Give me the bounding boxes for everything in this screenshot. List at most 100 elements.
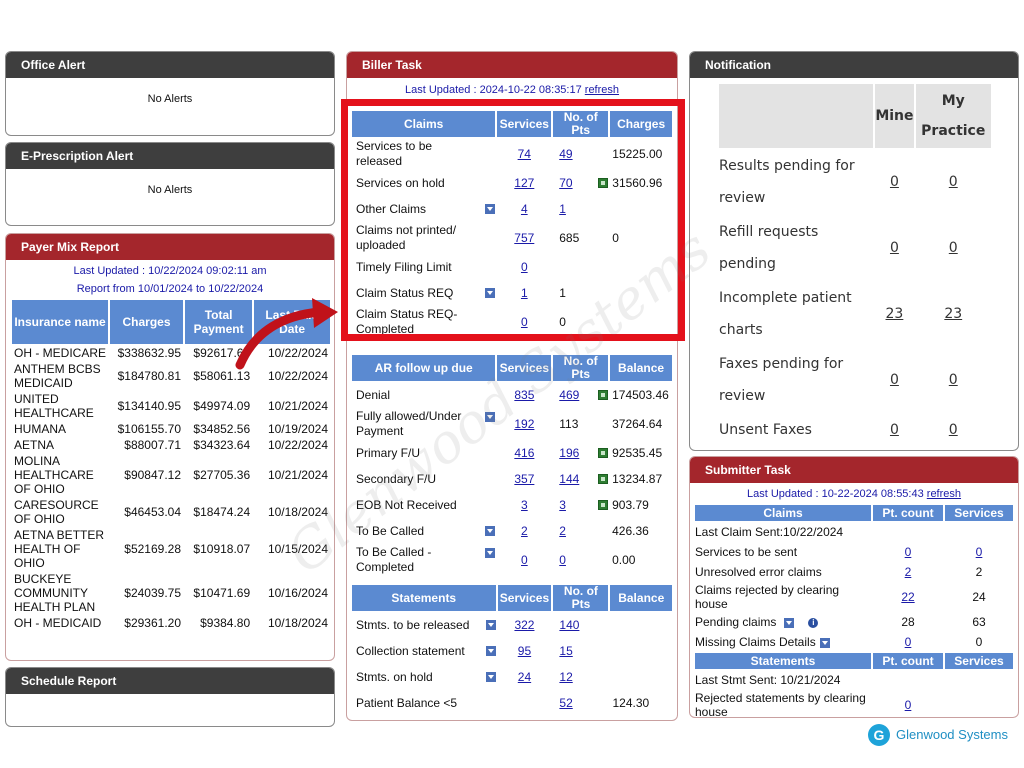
submitter-services-cell: 2: [945, 563, 1013, 581]
claims-services-link[interactable]: 757: [514, 231, 535, 245]
payer-mix-range: Report from 10/01/2024 to 10/22/2024: [76, 283, 264, 295]
dropdown-arrow-icon[interactable]: [485, 620, 496, 631]
ar-label-cell: EOB Not Received: [352, 493, 495, 517]
excel-export-icon[interactable]: [598, 474, 609, 484]
claims-row: Claims not printed/ uploaded 757 685 0: [352, 223, 672, 253]
submitter-count-link[interactable]: 0: [904, 545, 912, 559]
stmt-pts-link[interactable]: 12: [559, 670, 573, 684]
claims-services-link[interactable]: 4: [520, 202, 528, 216]
payer-cell: ANTHEM BCBS MEDICAID: [14, 362, 101, 390]
payer-row: ANTHEM BCBS MEDICAID $184780.81 $58061.13 1…: [12, 362, 330, 390]
claims-services-link[interactable]: 74: [517, 147, 531, 161]
payer-header-0[interactable]: Insurance name: [12, 300, 109, 344]
excel-export-icon[interactable]: [598, 390, 609, 400]
submitter-stmt-count-cell: 0: [873, 691, 943, 717]
dropdown-arrow-icon[interactable]: [485, 646, 496, 657]
claims-pts-cell: 49: [553, 139, 608, 169]
excel-export-icon[interactable]: [598, 500, 609, 510]
ar-pts-link[interactable]: 3: [559, 498, 566, 512]
dropdown-arrow-icon[interactable]: [485, 526, 496, 537]
payer-cell: $90847.12: [124, 468, 182, 482]
claims-services-link[interactable]: 1: [520, 286, 528, 300]
notification-mine-link[interactable]: 0: [889, 174, 899, 190]
stmt-label-cell: Stmts. on hold: [352, 665, 496, 689]
dropdown-arrow-icon[interactable]: [485, 288, 496, 299]
biller-task-panel: Biller Task Last Updated : 2024-10-22 08…: [346, 51, 678, 721]
ar-services-link[interactable]: 0: [521, 553, 528, 567]
notification-label: Incomplete patient charts: [719, 290, 852, 338]
stmt-services-link[interactable]: 322: [514, 618, 535, 632]
submitter-count-link[interactable]: 0: [904, 635, 912, 649]
claims-row: Other Claims 4 1: [352, 197, 672, 221]
stmt-pts-link[interactable]: 140: [559, 618, 580, 632]
claims-pts-cell: 70: [553, 171, 609, 195]
stmt-row: Stmts. on hold 24 12: [352, 665, 672, 689]
stmt-services-link[interactable]: 95: [517, 644, 532, 658]
ar-services-link[interactable]: 416: [514, 446, 535, 460]
ar-label-cell: Primary F/U: [352, 441, 495, 465]
payer-header-2[interactable]: Total Payment: [185, 300, 253, 344]
dropdown-arrow-icon[interactable]: [485, 412, 496, 422]
claims-services-link[interactable]: 127: [514, 176, 535, 190]
notification-title: Notification: [690, 52, 1018, 78]
ar-services-link[interactable]: 192: [514, 417, 535, 431]
claims-pts-link[interactable]: 70: [559, 176, 573, 190]
ar-pts-cell: 113: [553, 409, 608, 439]
ar-services-link[interactable]: 3: [521, 498, 528, 512]
excel-export-icon[interactable]: [598, 178, 609, 188]
dropdown-arrow-icon[interactable]: [784, 617, 795, 628]
submitter-label: Services to be sent: [695, 545, 798, 559]
ar-label-cell: Denial: [352, 383, 495, 407]
claims-pts-link[interactable]: 1: [559, 202, 566, 216]
notification-mine-link[interactable]: 0: [889, 240, 899, 256]
notification-mine-link[interactable]: 23: [885, 306, 904, 322]
notification-practice-link[interactable]: 0: [948, 372, 958, 388]
dropdown-arrow-icon[interactable]: [819, 637, 830, 648]
ar-services-link[interactable]: 2: [521, 524, 528, 538]
notification-practice-link[interactable]: 0: [948, 240, 958, 256]
claims-services-cell: 0: [497, 255, 551, 279]
ar-pts-link[interactable]: 469: [559, 388, 580, 402]
ar-services-cell: 0: [497, 545, 551, 575]
claims-services-link[interactable]: 0: [520, 315, 528, 329]
ar-pts-link[interactable]: 144: [559, 472, 580, 486]
ar-services-link[interactable]: 835: [514, 388, 535, 402]
notification-practice-link[interactable]: 0: [948, 422, 958, 438]
payer-header-1[interactable]: Charges: [110, 300, 184, 344]
dropdown-arrow-icon[interactable]: [485, 548, 496, 558]
ar-pts-link[interactable]: 0: [559, 553, 566, 567]
claims-label-cell: Timely Filing Limit: [352, 255, 495, 279]
ar-label: Denial: [356, 387, 391, 402]
claims-services-link[interactable]: 0: [520, 260, 528, 274]
stmt-pts-link[interactable]: 52: [559, 696, 573, 710]
notification-mine-link[interactable]: 0: [889, 372, 899, 388]
stmt-services-link[interactable]: 24: [517, 670, 532, 684]
dropdown-arrow-icon[interactable]: [485, 204, 496, 215]
ar-label-cell: To Be Called - Completed: [352, 545, 496, 575]
submitter-count-link[interactable]: 22: [901, 590, 915, 604]
submitter-services-link[interactable]: 0: [975, 545, 983, 559]
payer-row: CARESOURCE OF OHIO $46453.04 $18474.24 10/1…: [12, 498, 330, 526]
claims-pts-link[interactable]: 49: [559, 147, 573, 161]
submitter-count-link[interactable]: 2: [904, 565, 912, 579]
dropdown-arrow-icon[interactable]: [485, 672, 496, 683]
ar-pts-link[interactable]: 2: [559, 524, 566, 538]
notification-mine-link[interactable]: 0: [889, 422, 899, 438]
payer-cell: 10/21/2024: [267, 399, 328, 413]
ar-services-link[interactable]: 357: [514, 472, 535, 486]
excel-export-icon[interactable]: [598, 448, 609, 458]
notification-practice-link[interactable]: 23: [944, 306, 963, 322]
submitter-refresh-link[interactable]: refresh: [926, 488, 962, 500]
stmt-header-2: No. of Pts: [553, 585, 609, 611]
ar-pts-link[interactable]: 196: [559, 446, 580, 460]
notification-practice-link[interactable]: 0: [948, 174, 958, 190]
claims-services-cell: 4: [497, 197, 551, 221]
stmt-pts-link[interactable]: 15: [559, 644, 573, 658]
info-icon[interactable]: i: [808, 617, 819, 628]
stmt-label: Collection statement: [356, 643, 465, 658]
submitter-stmt-count-link[interactable]: 0: [904, 698, 912, 712]
biller-refresh-link[interactable]: refresh: [584, 84, 620, 96]
stmt-header-1: Services: [497, 585, 552, 611]
submitter-stmt-ptcount-header: Pt. count: [873, 653, 943, 669]
notification-panel: Notification Mine My Practice Results pe…: [689, 51, 1019, 451]
